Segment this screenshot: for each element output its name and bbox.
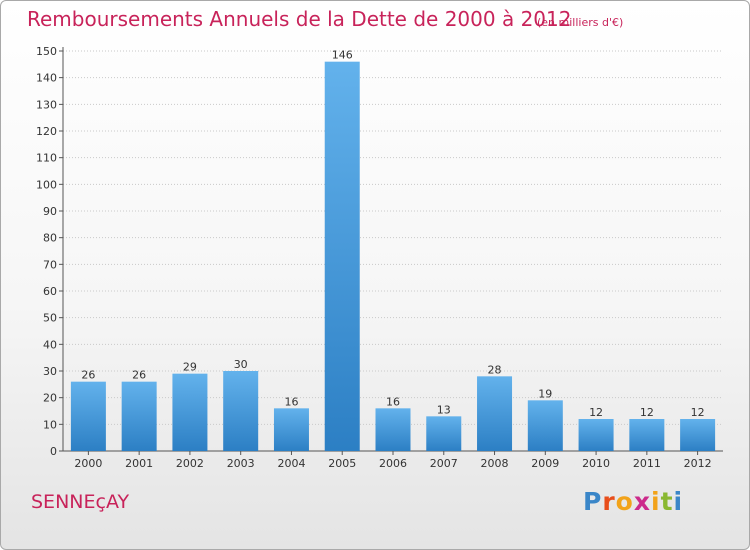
logo-letter: x <box>633 487 651 516</box>
x-tick-label: 2007 <box>430 457 458 470</box>
x-tick-label: 2011 <box>633 457 661 470</box>
bar <box>375 408 411 451</box>
bar <box>223 371 259 451</box>
x-tick-label: 2002 <box>176 457 204 470</box>
y-tick-label: 20 <box>43 392 57 405</box>
data-label: 12 <box>691 406 705 419</box>
bars <box>70 61 716 452</box>
bar <box>70 381 106 451</box>
bar <box>629 419 665 451</box>
x-tick-label: 2012 <box>684 457 712 470</box>
x-tick-label: 2005 <box>328 457 356 470</box>
bar <box>324 61 360 452</box>
y-tick-label: 120 <box>36 125 57 138</box>
logo-letter: i <box>673 487 684 516</box>
logo-letter: t <box>660 487 674 516</box>
y-tick-label: 80 <box>43 232 57 245</box>
y-tick-label: 10 <box>43 418 57 431</box>
y-tick-label: 110 <box>36 152 57 165</box>
logo-letter: o <box>615 487 634 516</box>
chart-unit: (en milliers d'€) <box>537 16 624 29</box>
y-tick-label: 0 <box>50 445 57 458</box>
x-tick-label: 2004 <box>277 457 305 470</box>
y-tick-label: 50 <box>43 312 57 325</box>
data-label: 28 <box>488 363 502 376</box>
y-tick-label: 100 <box>36 178 57 191</box>
data-label: 146 <box>332 49 353 62</box>
y-tick-label: 130 <box>36 98 57 111</box>
town-name: SENNEçAY <box>31 491 130 513</box>
data-label: 30 <box>234 358 248 371</box>
y-tick-label: 70 <box>43 258 57 271</box>
y-tick-label: 90 <box>43 205 57 218</box>
x-tick-label: 2000 <box>74 457 102 470</box>
x-tick-label: 2003 <box>227 457 255 470</box>
bar <box>578 419 614 451</box>
data-label: 26 <box>81 369 95 382</box>
logo-letter: P <box>583 487 603 516</box>
data-label: 16 <box>386 395 400 408</box>
chart-title: Remboursements Annuels de la Dette de 20… <box>27 7 572 31</box>
data-label: 12 <box>640 406 654 419</box>
data-label: 12 <box>589 406 603 419</box>
y-tick-label: 150 <box>36 45 57 58</box>
x-tick-label: 2001 <box>125 457 153 470</box>
bar <box>477 376 513 451</box>
data-label: 19 <box>538 387 552 400</box>
axes <box>59 47 723 455</box>
data-label: 13 <box>437 403 451 416</box>
bar <box>172 373 208 451</box>
logo-letter: r <box>602 487 616 516</box>
bar <box>273 408 309 451</box>
bar <box>527 400 563 451</box>
grid-lines <box>63 50 723 425</box>
logo-letter: i <box>651 487 661 516</box>
data-label: 16 <box>284 395 298 408</box>
y-tick-label: 60 <box>43 285 57 298</box>
bar <box>121 381 157 451</box>
y-tick-label: 40 <box>43 338 57 351</box>
x-tick-label: 2006 <box>379 457 407 470</box>
proxiti-logo: Proxiti <box>583 487 683 516</box>
y-tick-label: 30 <box>43 365 57 378</box>
labels: 0 10 20 30 40 50 60 70 80 90 100 110 120 130 140 150 200… <box>36 45 712 470</box>
bar <box>426 416 462 451</box>
data-label: 29 <box>183 361 197 374</box>
bar <box>680 419 716 451</box>
data-label: 26 <box>132 369 146 382</box>
x-tick-label: 2010 <box>582 457 610 470</box>
x-tick-label: 2008 <box>481 457 509 470</box>
y-tick-label: 140 <box>36 72 57 85</box>
x-tick-label: 2009 <box>531 457 559 470</box>
